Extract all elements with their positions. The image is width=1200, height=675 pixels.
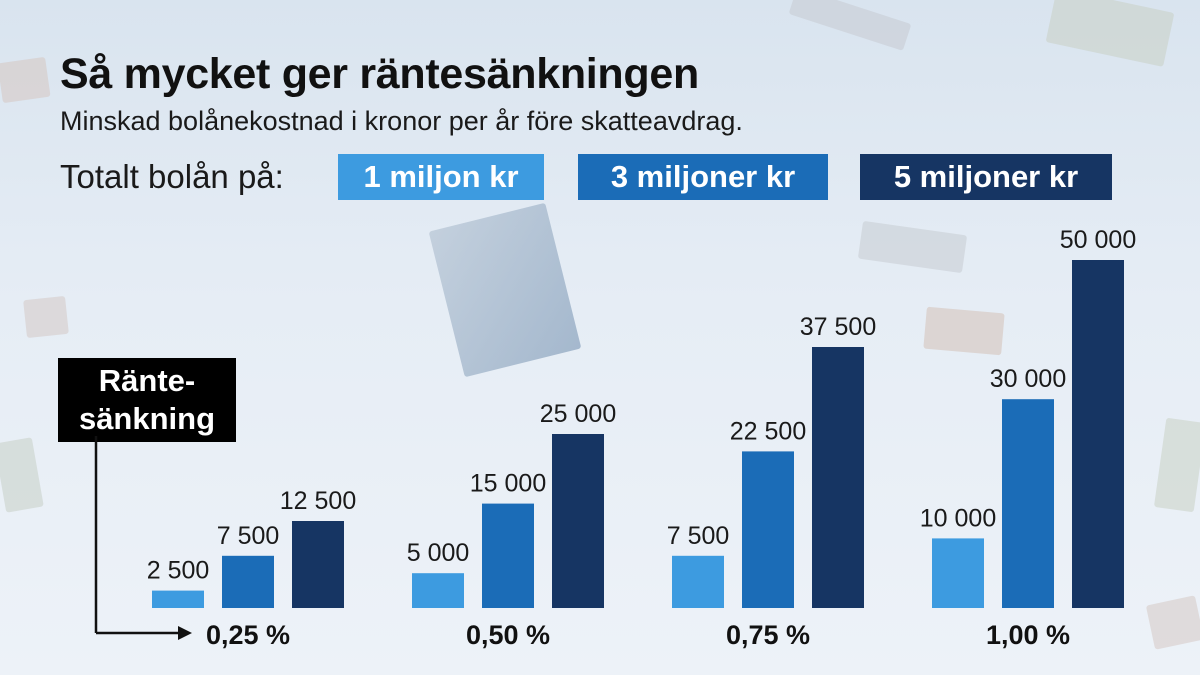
data-label-2-2: 15 000 bbox=[470, 470, 546, 498]
rate-axis-arrow bbox=[94, 436, 192, 640]
chart-subtitle: Minskad bolånekostnad i kronor per år fö… bbox=[60, 106, 743, 136]
rate-axis-label-line-2: sänkning bbox=[78, 401, 216, 436]
rate-axis-label-line-1: Ränte- bbox=[98, 363, 196, 398]
category-label-4: 1,00 % bbox=[986, 620, 1070, 650]
data-label-3-2: 22 500 bbox=[730, 417, 806, 445]
bar-1-2 bbox=[222, 555, 274, 608]
data-label-3-1: 7 500 bbox=[667, 522, 730, 550]
data-label-4-2: 30 000 bbox=[990, 365, 1066, 393]
bar-4-3 bbox=[1072, 260, 1124, 608]
rate-axis-label: Ränte- sänkning bbox=[58, 358, 236, 442]
bar-2-2 bbox=[482, 503, 534, 608]
bar-4-2 bbox=[1002, 399, 1054, 608]
category-label-3: 0,75 % bbox=[726, 620, 810, 650]
bar-3-1 bbox=[672, 555, 724, 608]
legend-item-3-miljoner: 3 miljoner kr bbox=[578, 154, 828, 200]
data-label-1-1: 2 500 bbox=[147, 557, 210, 585]
bar-3-2 bbox=[742, 451, 794, 608]
data-label-4-1: 10 000 bbox=[920, 504, 996, 532]
chart-title: Så mycket ger räntesänkningen bbox=[60, 50, 699, 98]
data-label-3-3: 37 500 bbox=[800, 313, 876, 341]
bar-4-1 bbox=[932, 538, 984, 608]
data-label-2-1: 5 000 bbox=[407, 539, 470, 567]
legend-item-5-miljoner: 5 miljoner kr bbox=[860, 154, 1112, 200]
legend-label: Totalt bolån på: bbox=[60, 158, 284, 195]
category-label-2: 0,50 % bbox=[466, 620, 550, 650]
bar-1-3 bbox=[292, 521, 344, 608]
bar-1-1 bbox=[152, 590, 204, 608]
category-label-1: 0,25 % bbox=[206, 620, 290, 650]
bar-3-3 bbox=[812, 347, 864, 608]
bar-2-1 bbox=[412, 573, 464, 608]
data-label-1-3: 12 500 bbox=[280, 487, 356, 515]
data-label-2-3: 25 000 bbox=[540, 400, 616, 428]
legend-item-1-miljon: 1 miljon kr bbox=[338, 154, 544, 200]
data-label-1-2: 7 500 bbox=[217, 522, 280, 550]
data-label-4-3: 50 000 bbox=[1060, 226, 1136, 254]
bar-2-3 bbox=[552, 434, 604, 608]
